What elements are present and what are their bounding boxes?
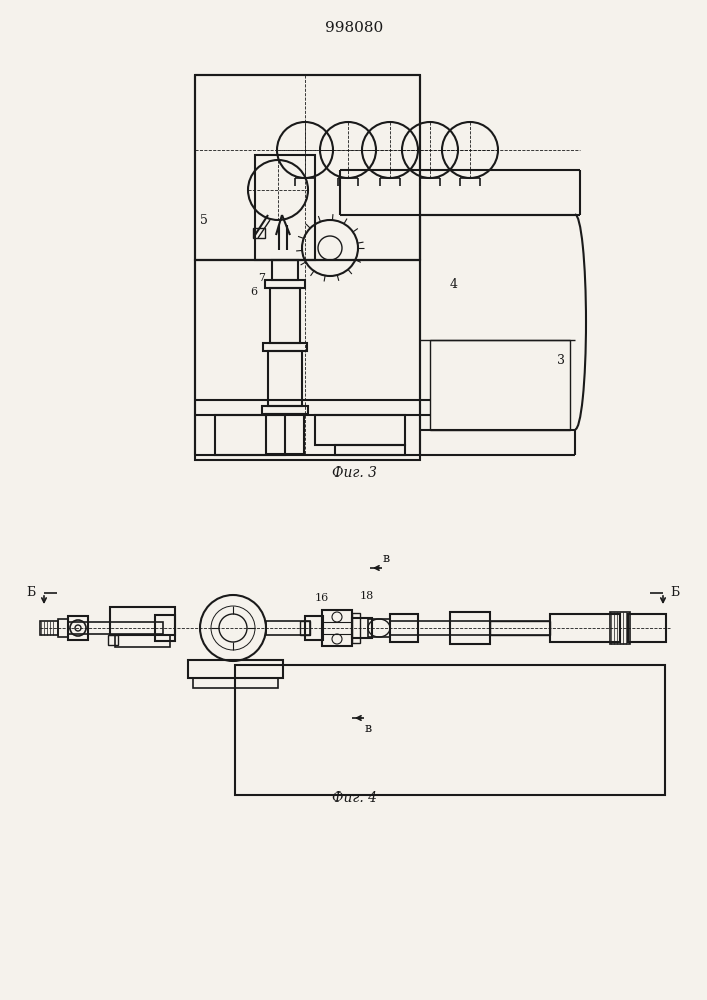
Text: Фиг. 3: Фиг. 3 (332, 466, 377, 480)
Bar (195, 260, 420, 460)
Bar (262, 406, 308, 414)
Text: 18: 18 (360, 591, 374, 601)
Text: 5: 5 (200, 214, 208, 227)
Bar (266, 414, 304, 454)
Bar (108, 635, 118, 645)
Bar (272, 260, 298, 280)
Bar (352, 613, 360, 643)
Bar (115, 635, 170, 647)
Bar (610, 612, 630, 644)
Bar (193, 678, 278, 688)
Bar (628, 614, 666, 642)
Bar (305, 616, 323, 640)
Bar (263, 343, 307, 351)
Text: 16: 16 (315, 593, 329, 603)
Bar (155, 615, 175, 641)
Text: 6: 6 (250, 287, 257, 297)
Bar (68, 616, 88, 640)
Bar (270, 288, 300, 343)
Bar (68, 622, 163, 634)
Bar (450, 612, 490, 644)
Bar (268, 351, 302, 406)
Text: 3: 3 (557, 354, 565, 366)
Bar (390, 614, 418, 642)
Text: Б: Б (27, 585, 36, 598)
Text: 4: 4 (450, 278, 458, 292)
Bar (490, 621, 550, 635)
Text: 998080: 998080 (325, 21, 383, 35)
Text: в: в (365, 722, 372, 734)
Bar (550, 614, 620, 642)
Bar (322, 610, 352, 646)
Bar (58, 619, 68, 637)
Bar (235, 665, 665, 795)
Bar (315, 415, 405, 445)
Bar (195, 75, 420, 260)
Bar (265, 280, 305, 288)
Text: Б: Б (670, 585, 679, 598)
Bar (430, 340, 570, 430)
Bar (215, 415, 285, 455)
Bar (352, 618, 372, 638)
Bar (253, 228, 265, 238)
Bar (40, 621, 58, 635)
Text: 7: 7 (258, 273, 265, 283)
Bar (368, 619, 390, 637)
Bar (188, 660, 283, 678)
Bar (335, 445, 405, 455)
Bar (390, 621, 550, 635)
Bar (300, 621, 310, 635)
Text: Фиг. 4: Фиг. 4 (332, 791, 377, 805)
Bar (266, 621, 310, 635)
Bar (255, 155, 315, 260)
Text: в: в (383, 552, 390, 564)
Bar (110, 607, 175, 635)
